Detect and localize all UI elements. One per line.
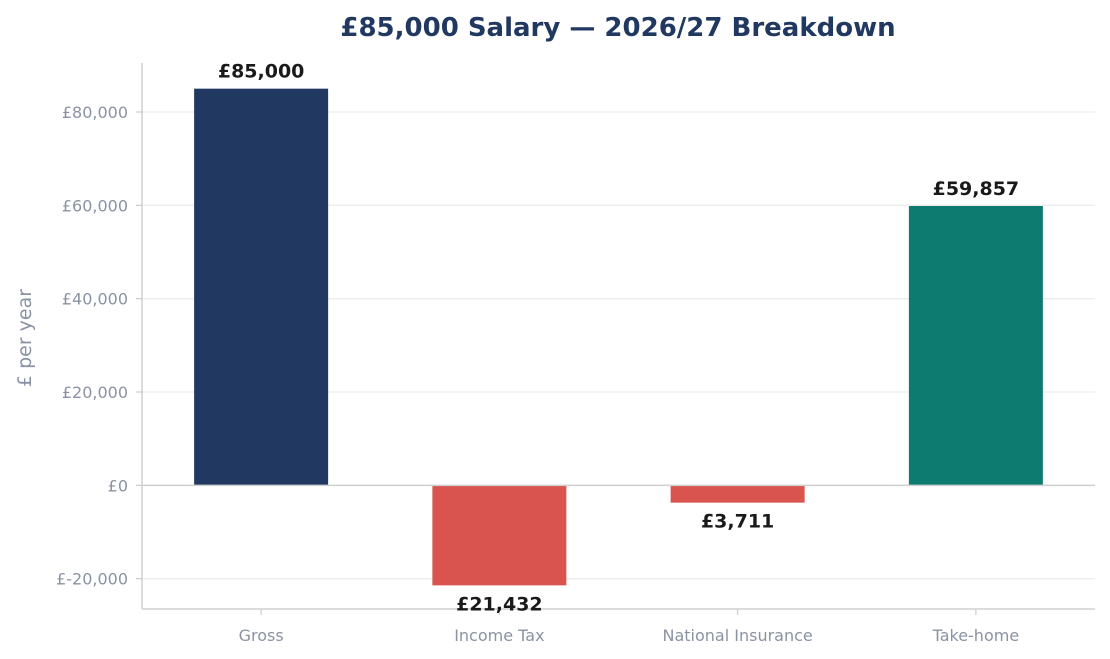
y-axis-label: £ per year [14,289,36,387]
bars [194,88,1043,586]
bar-gross [194,88,329,486]
y-axis-ticks: £-20,000 £0 £20,000 £40,000 £60,000 £80,000 [56,103,142,589]
chart-title: £85,000 Salary — 2026/27 Breakdown [340,13,895,43]
y-tick-label: £80,000 [62,103,128,122]
y-tick-label: £0 [108,476,128,495]
data-label: £21,432 [456,593,543,615]
x-tick-label: National Insurance [662,626,812,645]
y-tick-label: £20,000 [62,383,128,402]
data-label: £3,711 [701,511,774,533]
bar-national-insurance [670,485,805,503]
data-label: £85,000 [218,61,305,83]
y-tick-label: £-20,000 [56,570,128,589]
bar-income-tax [432,485,567,586]
x-axis-ticks: Gross Income Tax National Insurance Take-ho… [239,609,1020,645]
x-tick-label: Take-home [932,626,1020,645]
data-labels: £85,000 £21,432 £3,711 £59,857 [218,61,1019,616]
x-tick-label: Income Tax [454,626,544,645]
bar-take-home [908,206,1043,486]
x-tick-label: Gross [239,626,284,645]
axes [141,63,1095,610]
data-label: £59,857 [933,178,1020,200]
y-tick-label: £60,000 [62,196,128,215]
y-tick-label: £40,000 [62,290,128,309]
